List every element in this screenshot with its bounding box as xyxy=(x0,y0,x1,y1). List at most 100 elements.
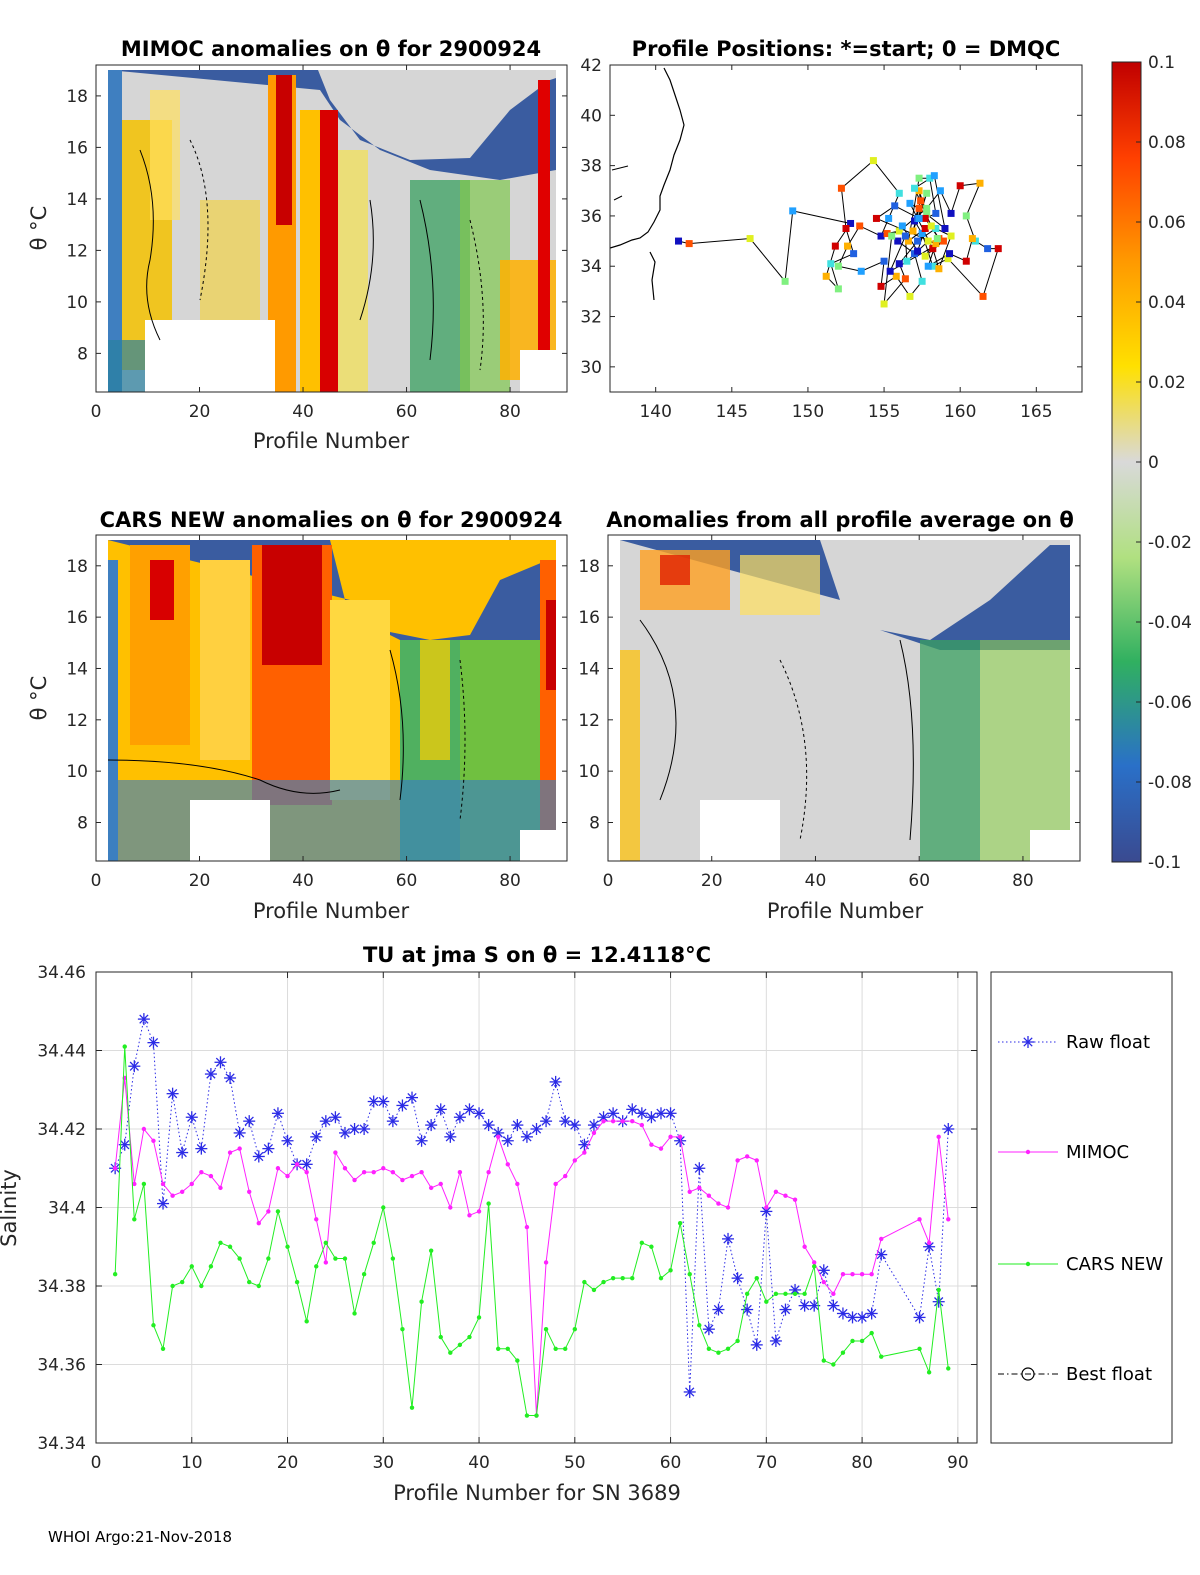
mimoc-point xyxy=(524,1224,530,1230)
profile-marker xyxy=(842,225,850,232)
allavg-heatmap xyxy=(620,540,1070,861)
raw-float-point xyxy=(377,1095,390,1108)
cars-new-point xyxy=(304,1319,309,1324)
mimoc-point xyxy=(409,1173,415,1179)
profile-marker xyxy=(932,240,940,248)
profile-marker xyxy=(872,214,880,222)
colorbar-tick-label: -0.06 xyxy=(1148,693,1192,713)
raw-float-point xyxy=(856,1311,869,1324)
cars-new-point xyxy=(563,1346,568,1352)
chart-ylabel: Salinity xyxy=(0,1169,21,1247)
chart-xtick-label: 70 xyxy=(756,1453,778,1473)
cars-axes-box xyxy=(95,534,568,862)
map-ytick-label: 30 xyxy=(580,358,602,378)
mimoc-point xyxy=(352,1177,357,1183)
colorbar-tick-label: 0.1 xyxy=(1148,53,1175,73)
raw-float-point xyxy=(473,1107,486,1120)
mimoc-point xyxy=(333,1150,338,1155)
legend-items: Raw float MIMOC CARS NEW Best float xyxy=(998,1032,1163,1385)
profile-marker xyxy=(976,179,984,187)
raw-float-point xyxy=(683,1385,696,1398)
profile-marker xyxy=(932,225,940,232)
profile-marker xyxy=(891,202,899,210)
profile-marker xyxy=(901,232,909,240)
profile-marker xyxy=(924,262,932,270)
mimoc-point xyxy=(323,1260,329,1265)
chart-ytick-label: 34.34 xyxy=(37,1434,86,1454)
mimoc-point xyxy=(400,1177,405,1183)
cars-new-point xyxy=(476,1315,482,1320)
mimoc-point xyxy=(132,1181,137,1187)
profile-marker xyxy=(914,247,922,255)
raw-float-point xyxy=(137,1013,150,1026)
raw-float-point xyxy=(233,1126,246,1139)
mimoc-point xyxy=(840,1272,846,1277)
mimoc-point xyxy=(247,1189,252,1195)
mimoc-ylabel: θ °C xyxy=(27,206,51,251)
profile-marker xyxy=(880,257,888,265)
colorbar-tick-label: 0.06 xyxy=(1148,213,1186,233)
mimoc-point xyxy=(725,1205,731,1210)
raw-float-point xyxy=(549,1075,562,1088)
raw-float-point xyxy=(750,1338,763,1351)
profile-marker xyxy=(947,232,955,240)
map-track xyxy=(675,157,1002,308)
mimoc-point xyxy=(208,1173,214,1179)
raw-float-point xyxy=(568,1119,581,1132)
cars-new-point xyxy=(639,1240,645,1246)
raw-float-point xyxy=(664,1107,677,1120)
colorbar-tick-label: 0.02 xyxy=(1148,373,1186,393)
profile-marker xyxy=(685,240,693,248)
profile-marker xyxy=(886,267,894,275)
profile-marker xyxy=(877,282,885,290)
cars-new-point xyxy=(572,1326,578,1332)
cars-new-point xyxy=(400,1326,405,1332)
profile-marker xyxy=(901,275,909,283)
cars-new-point xyxy=(342,1256,348,1261)
mimoc-point xyxy=(486,1169,491,1175)
cars-new-point xyxy=(725,1346,731,1352)
map-xtick-label: 145 xyxy=(716,402,748,422)
mimoc-point xyxy=(601,1118,606,1124)
raw-float-point xyxy=(406,1091,419,1104)
profile-marker xyxy=(915,187,923,195)
map-axes-box xyxy=(609,64,1083,393)
profile-marker xyxy=(675,237,683,245)
mimoc-ytick-label: 14 xyxy=(66,190,88,210)
profile-marker xyxy=(926,174,934,182)
allavg-axes-box xyxy=(607,534,1081,862)
cars-ytick-label: 18 xyxy=(66,557,88,577)
allavg-ytick-label: 16 xyxy=(578,608,600,628)
cars-new-point xyxy=(677,1221,683,1226)
colorbar-tick-label: -0.1 xyxy=(1148,853,1181,873)
cars-new-point xyxy=(754,1275,759,1281)
mimoc-point xyxy=(266,1209,271,1214)
cars-ytick-label: 16 xyxy=(66,608,88,628)
cars-new-point xyxy=(620,1275,625,1281)
profile-marker xyxy=(921,252,929,260)
cars-new-point xyxy=(409,1405,415,1410)
raw-float-point xyxy=(224,1071,237,1084)
mimoc-point xyxy=(639,1122,645,1128)
cars-new-point xyxy=(428,1248,434,1253)
chart-ytick-label: 34.38 xyxy=(37,1277,86,1297)
raw-float-point xyxy=(157,1197,170,1210)
raw-float-point xyxy=(501,1134,514,1147)
cars-new-point xyxy=(237,1256,242,1261)
cars-new-point xyxy=(553,1346,558,1352)
profile-marker xyxy=(932,209,940,217)
cars-new-point xyxy=(591,1287,597,1293)
cars-new-point xyxy=(515,1358,520,1363)
cars-new-point xyxy=(601,1279,606,1285)
mimoc-point xyxy=(859,1272,865,1277)
mimoc-point xyxy=(764,1205,769,1210)
raw-float-point xyxy=(262,1142,275,1155)
chart-ytick-label: 34.36 xyxy=(37,1356,86,1376)
mimoc-point xyxy=(179,1189,185,1195)
profile-marker xyxy=(869,157,877,165)
profile-marker xyxy=(837,184,845,192)
cars-ylabel: θ °C xyxy=(27,676,51,721)
cars-new-point xyxy=(199,1283,204,1289)
mimoc-point xyxy=(879,1236,884,1242)
mimoc-point xyxy=(112,1166,118,1171)
